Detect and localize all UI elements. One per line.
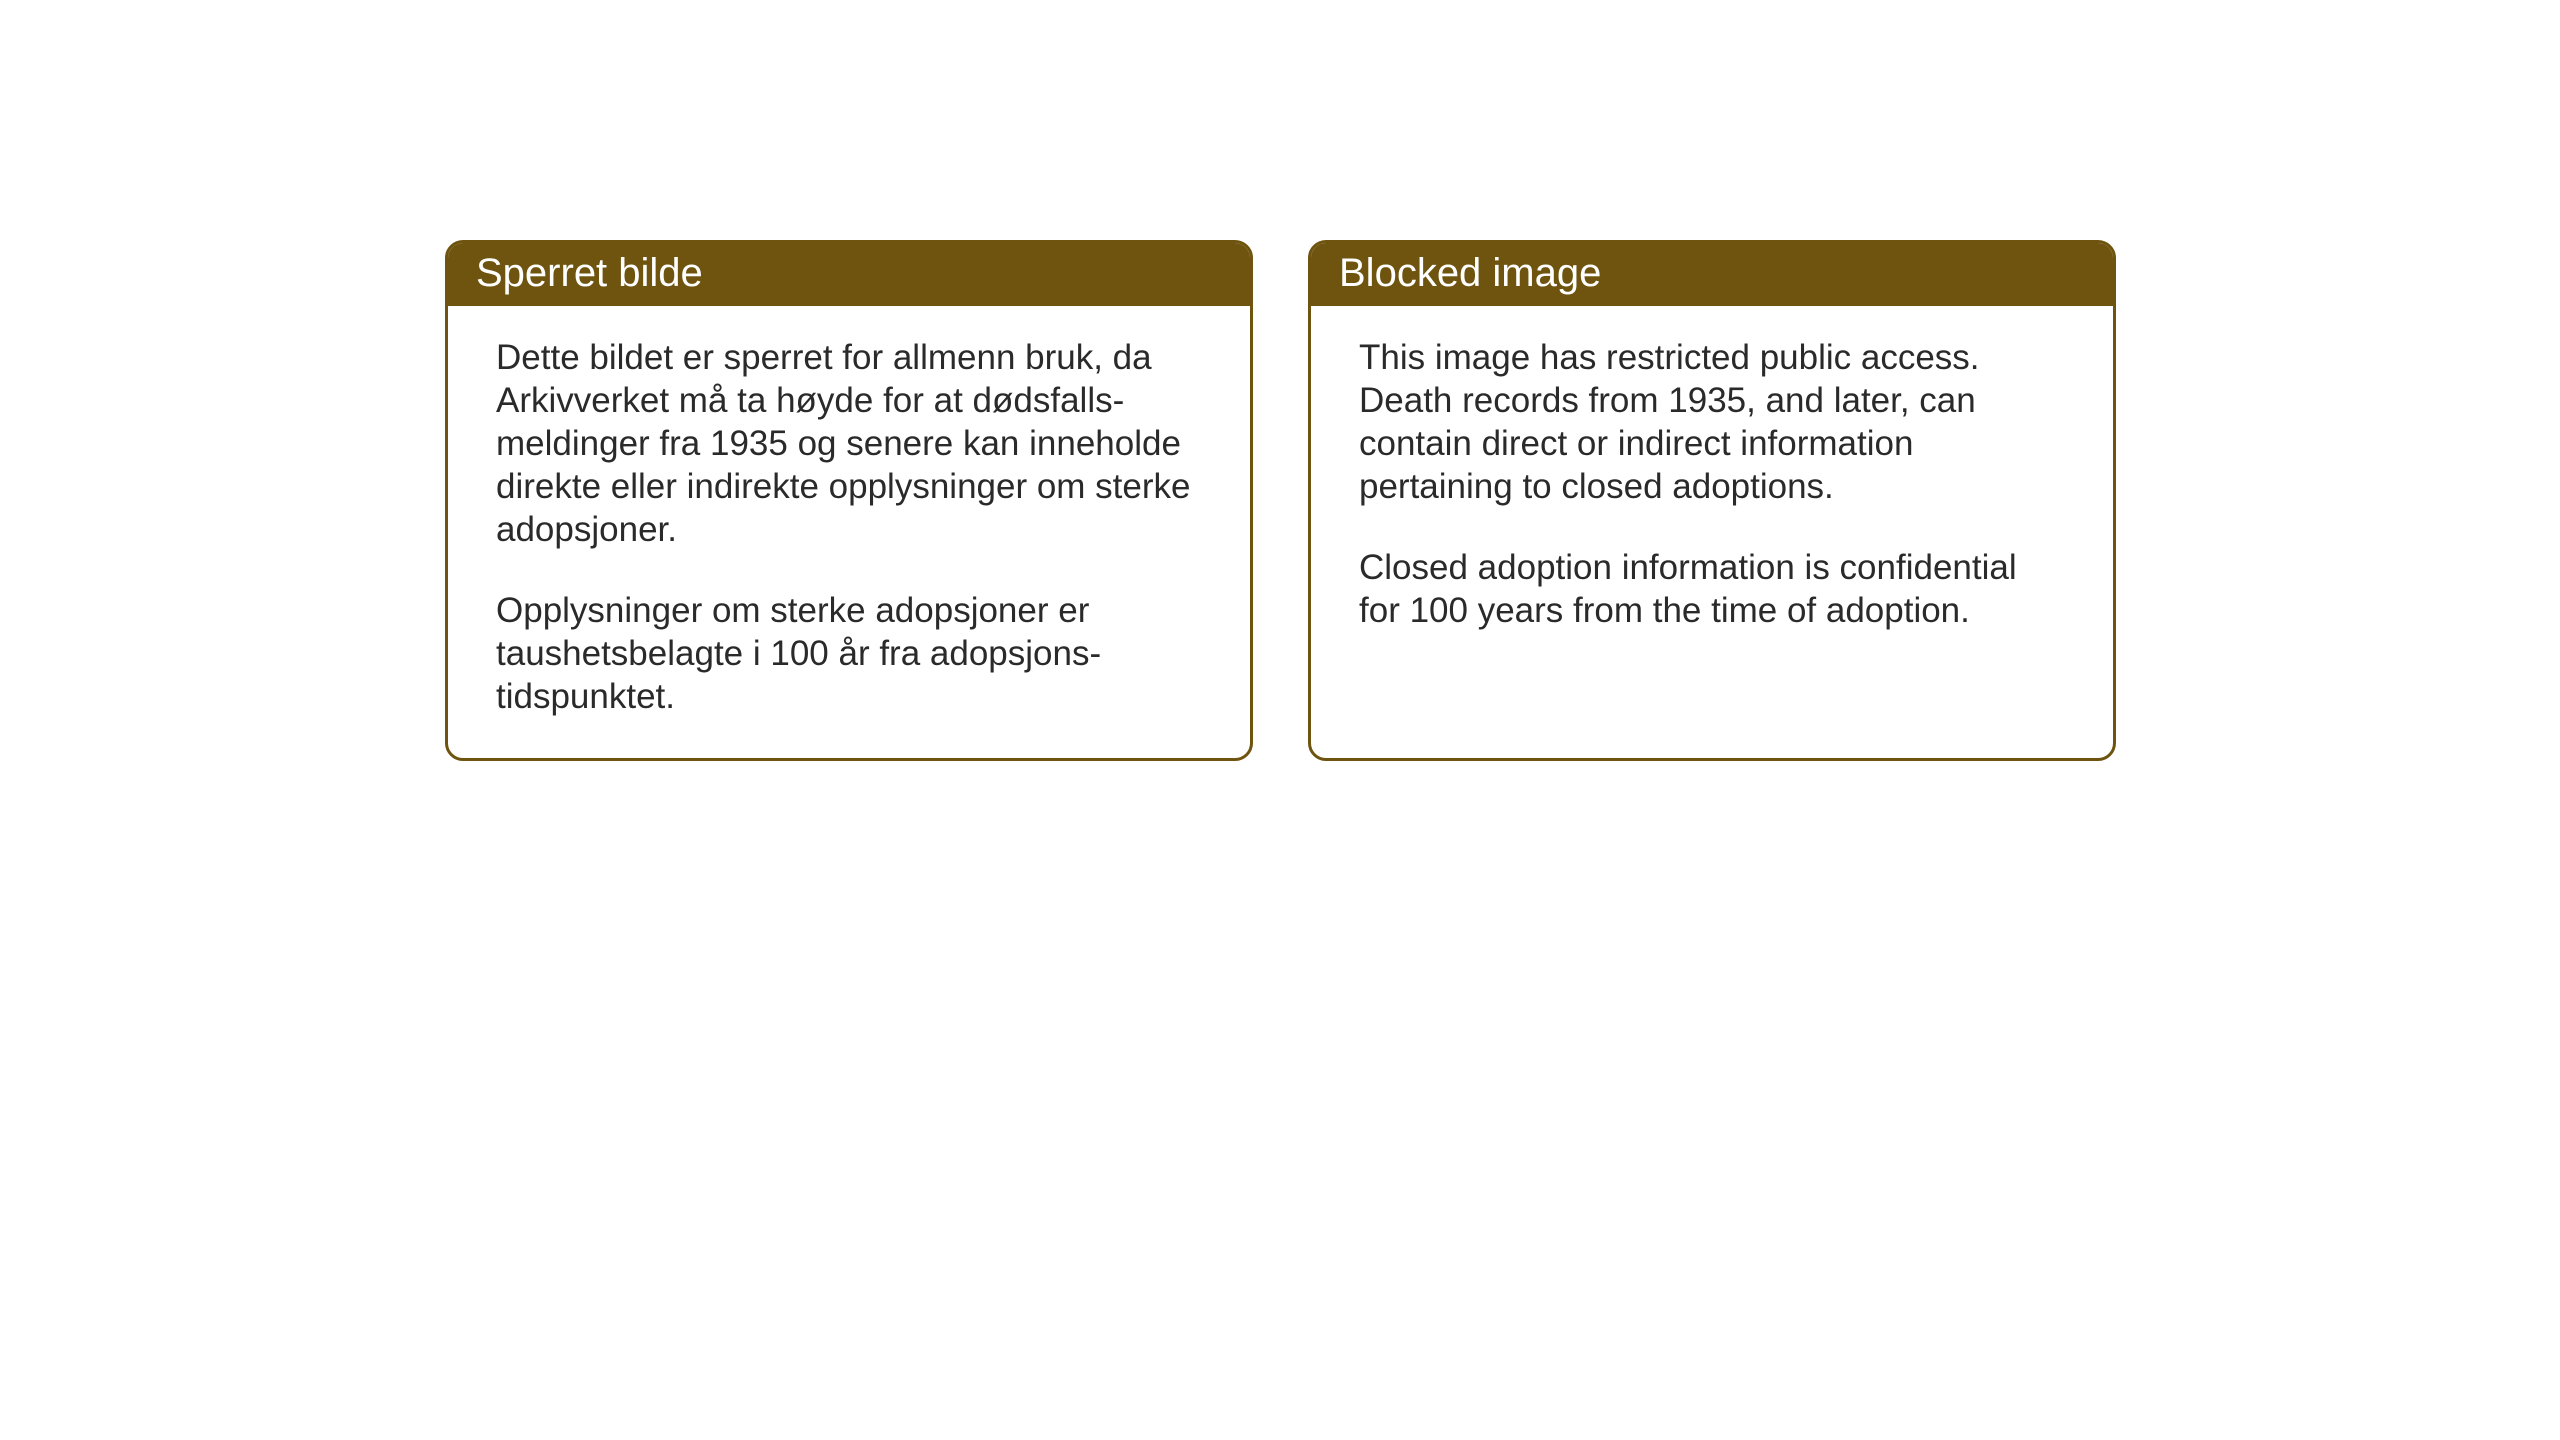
notice-paragraph-2-english: Closed adoption information is confident… bbox=[1359, 546, 2065, 632]
notice-card-english: Blocked image This image has restricted … bbox=[1308, 240, 2116, 761]
notice-body-english: This image has restricted public access.… bbox=[1311, 306, 2113, 672]
notice-title-norwegian: Sperret bilde bbox=[476, 251, 703, 295]
notice-header-english: Blocked image bbox=[1311, 243, 2113, 306]
notice-title-english: Blocked image bbox=[1339, 251, 1601, 295]
notice-body-norwegian: Dette bildet er sperret for allmenn bruk… bbox=[448, 306, 1250, 758]
notice-paragraph-1-english: This image has restricted public access.… bbox=[1359, 336, 2065, 508]
notice-container: Sperret bilde Dette bildet er sperret fo… bbox=[445, 240, 2116, 761]
notice-paragraph-1-norwegian: Dette bildet er sperret for allmenn bruk… bbox=[496, 336, 1202, 551]
notice-card-norwegian: Sperret bilde Dette bildet er sperret fo… bbox=[445, 240, 1253, 761]
notice-paragraph-2-norwegian: Opplysninger om sterke adopsjoner er tau… bbox=[496, 589, 1202, 718]
notice-header-norwegian: Sperret bilde bbox=[448, 243, 1250, 306]
